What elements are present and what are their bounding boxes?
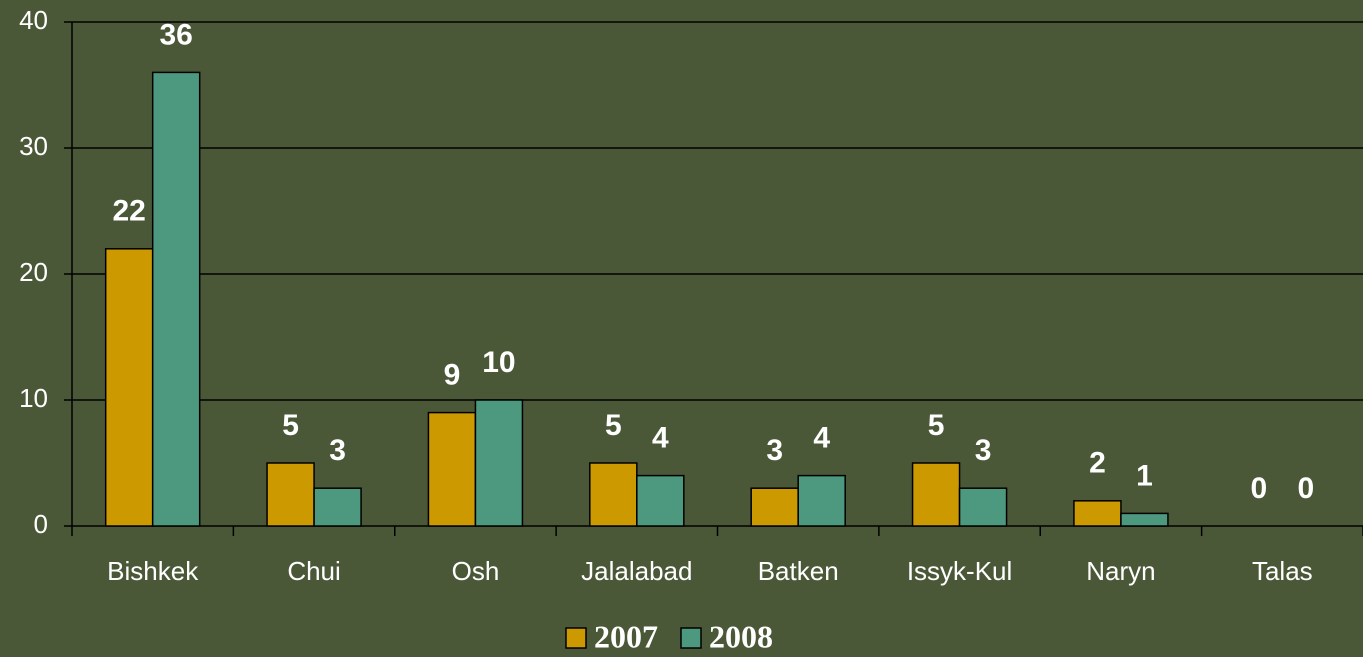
bar: [1073, 500, 1122, 527]
x-tick-label: Bishkek: [107, 556, 199, 586]
value-label: 3: [975, 434, 992, 467]
bar: [750, 487, 799, 527]
bar: [474, 399, 524, 527]
x-tick-label: Naryn: [1086, 556, 1155, 586]
value-label: 9: [444, 359, 461, 392]
legend-label: 2007: [594, 618, 658, 654]
y-tick-label: 20: [19, 257, 48, 287]
y-tick-label: 40: [19, 5, 48, 35]
x-tick-label: Batken: [758, 556, 839, 586]
x-tick-label: Osh: [452, 556, 500, 586]
bar: [104, 248, 154, 527]
legend-label: 2008: [709, 618, 773, 654]
x-tick-label: Jalalabad: [581, 556, 692, 586]
y-tick-label: 30: [19, 131, 48, 161]
x-tick-label: Talas: [1252, 556, 1313, 586]
value-label: 5: [282, 409, 299, 442]
y-tick-label: 10: [19, 383, 48, 413]
value-label: 2: [1089, 447, 1106, 480]
value-label: 0: [1297, 472, 1314, 505]
bar: [589, 462, 638, 527]
bar: [151, 71, 201, 527]
bar: [797, 474, 846, 527]
value-label: 3: [766, 434, 783, 467]
bar: [427, 411, 477, 527]
value-label: 5: [928, 409, 945, 442]
bar: [266, 462, 315, 527]
bar: [1120, 512, 1169, 527]
value-label: 1: [1136, 459, 1153, 492]
bar: [636, 474, 685, 527]
bar: [313, 487, 362, 527]
value-label: 10: [482, 346, 515, 379]
legend-swatch: [680, 627, 702, 649]
value-label: 22: [113, 195, 146, 228]
value-label: 4: [652, 422, 669, 455]
legend-swatch: [565, 627, 587, 649]
value-label: 36: [160, 18, 193, 51]
value-label: 3: [329, 434, 346, 467]
bar: [958, 487, 1008, 527]
bar: [911, 462, 961, 527]
value-label: 4: [813, 422, 830, 455]
value-label: 0: [1250, 472, 1267, 505]
value-label: 5: [605, 409, 622, 442]
x-tick-label: Issyk-Kul: [907, 556, 1012, 586]
x-tick-label: Chui: [287, 556, 340, 586]
y-tick-label: 0: [34, 509, 48, 539]
